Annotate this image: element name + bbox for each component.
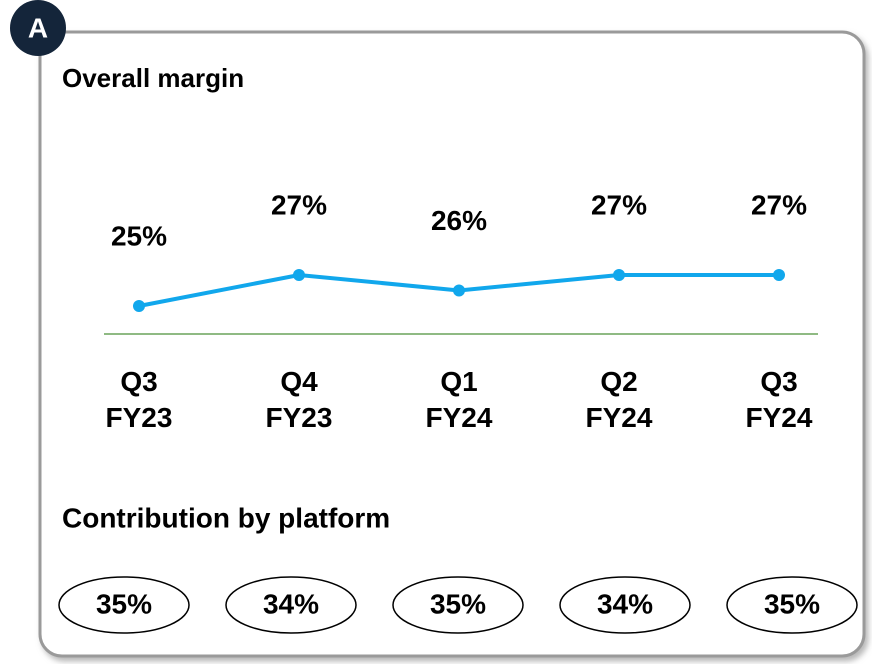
x-tick-label: Q2 FY24 bbox=[585, 366, 653, 433]
point bbox=[293, 269, 305, 281]
oval-label: 35% bbox=[96, 588, 152, 619]
data-label: 26% bbox=[431, 205, 487, 236]
card bbox=[38, 30, 866, 658]
x-tick-label: Q3 FY24 bbox=[745, 366, 813, 433]
x-tick-label: Q4 FY23 bbox=[265, 366, 333, 433]
oval-label: 34% bbox=[597, 588, 653, 619]
badge bbox=[10, 0, 66, 56]
oval-label: 35% bbox=[430, 588, 486, 619]
point bbox=[773, 269, 785, 281]
chart-title: Overall margin bbox=[62, 63, 244, 93]
data-label: 25% bbox=[111, 220, 167, 251]
badge-label: A bbox=[28, 12, 48, 43]
data-label: 27% bbox=[271, 189, 327, 220]
oval-label: 34% bbox=[263, 588, 319, 619]
x-tick-label: Q1 FY24 bbox=[425, 366, 493, 433]
oval-label: 35% bbox=[764, 588, 820, 619]
x-tick-label: Q3 FY23 bbox=[105, 366, 173, 433]
oval bbox=[58, 576, 190, 634]
point bbox=[453, 284, 465, 297]
point bbox=[613, 269, 625, 281]
oval bbox=[225, 576, 357, 634]
section-title: Contribution by platform bbox=[62, 502, 390, 533]
oval bbox=[392, 576, 524, 634]
data-label: 27% bbox=[751, 189, 807, 220]
point bbox=[133, 300, 145, 312]
data-label: 27% bbox=[591, 189, 647, 220]
oval bbox=[726, 576, 858, 634]
oval bbox=[559, 576, 691, 634]
